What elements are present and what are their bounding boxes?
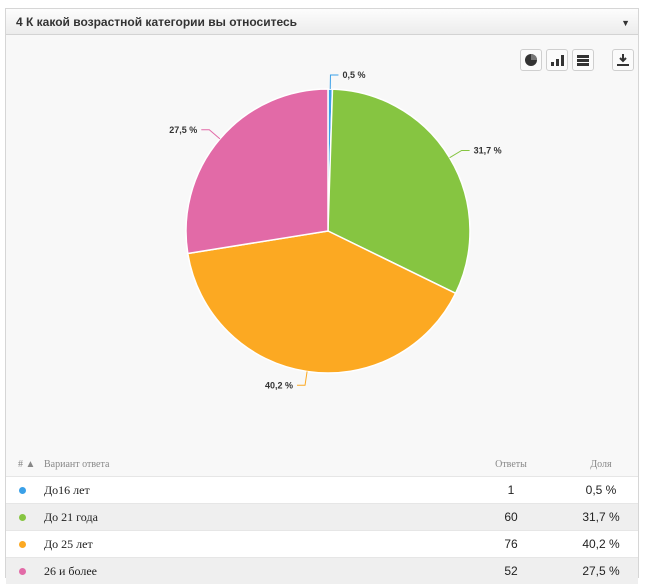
bar-chart-icon [551, 55, 564, 66]
pie-chart-icon [525, 54, 537, 66]
pie-slice[interactable] [186, 230, 457, 374]
answer-share: 27,5 % [582, 564, 620, 578]
answer-count: 76 [504, 537, 518, 551]
download-icon [617, 54, 629, 66]
pie-chart: 0,5 % 31,7 % 40,2 % 27,5 % [169, 70, 502, 390]
chart-toolbar [6, 49, 638, 73]
label-connector [201, 129, 221, 140]
data-label: 31,7 % [474, 145, 502, 155]
series-color-dot [19, 568, 26, 575]
pie-slice[interactable] [327, 88, 471, 295]
series-color-dot [19, 487, 26, 494]
answer-count: 52 [504, 564, 518, 578]
answer-count: 1 [507, 483, 515, 497]
option-label: До16 лет [44, 483, 90, 497]
option-label: До 21 года [44, 510, 98, 524]
answer-count: 60 [504, 510, 518, 524]
answer-share: 40,2 % [582, 537, 620, 551]
table-row: До16 лет 1 0,5 % [6, 476, 638, 503]
bar-chart-button[interactable] [546, 49, 568, 71]
answer-share: 31,7 % [582, 510, 620, 524]
label-connector [297, 371, 308, 386]
data-label: 40,2 % [265, 380, 293, 390]
share-column-header[interactable]: Доля [590, 459, 612, 470]
series-color-dot [19, 514, 26, 521]
answers-table: # ▲ Вариант ответа Ответы Доля До16 лет … [6, 454, 638, 584]
table-icon [577, 55, 589, 66]
count-column-header[interactable]: Ответы [495, 459, 527, 470]
label-connector [449, 149, 470, 159]
table-view-button[interactable] [572, 49, 594, 71]
question-header[interactable]: 4 К какой возрастной категории вы относи… [6, 9, 638, 35]
label-connector [329, 74, 339, 90]
question-title: 4 К какой возрастной категории вы относи… [16, 14, 298, 29]
data-label: 27,5 % [169, 125, 197, 135]
download-button[interactable] [612, 49, 634, 71]
option-label: До 25 лет [44, 537, 93, 551]
table-row: До 25 лет 76 40,2 % [6, 530, 638, 557]
answer-share: 0,5 % [585, 483, 617, 497]
pie-chart-button[interactable] [520, 49, 542, 71]
table-row: До 21 года 60 31,7 % [6, 503, 638, 530]
option-label: 26 и более [44, 564, 98, 578]
data-label: 0,5 % [342, 70, 365, 80]
pie-slice[interactable] [185, 88, 329, 255]
collapse-caret-icon[interactable]: ▼ [621, 18, 630, 28]
option-column-header[interactable]: Вариант ответа [44, 459, 110, 470]
series-color-dot [19, 541, 26, 548]
sort-number-header[interactable]: # ▲ [18, 459, 36, 470]
question-panel: 4 К какой возрастной категории вы относи… [5, 8, 639, 584]
table-header-row: # ▲ Вариант ответа Ответы Доля [6, 454, 638, 476]
